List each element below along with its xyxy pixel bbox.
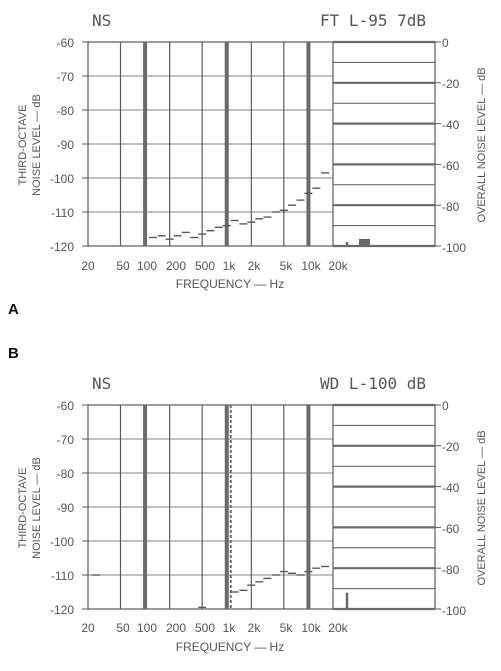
panel-b-xtick: 1k <box>223 621 237 635</box>
panel-a-ytick-left: -110 <box>51 206 74 220</box>
panel-b-xtick: 5k <box>280 621 294 635</box>
panel-a-ytick-right: -80 <box>442 200 460 214</box>
panel-a-ylabel-left-line1: THIRD-OCTAVE <box>17 105 29 186</box>
panel-b-xtick: 10k <box>301 621 321 635</box>
panel-a-ytick-left: -60 <box>57 36 75 50</box>
panel-a-xtick: 10k <box>301 259 321 273</box>
panel-a-plot-area <box>82 40 441 248</box>
panel-b-ylabel-left-line1: THIRD-OCTAVE <box>17 468 29 549</box>
panel-b-ytick-left: -80 <box>57 467 75 481</box>
panel-b-ytick-left: -110 <box>51 569 74 583</box>
panel-a-xtick: 20k <box>328 259 348 273</box>
panel-a-ylabel-right: OVERALL NOISE LEVEL — dB <box>476 67 488 222</box>
panel-a-ytick-right: -40 <box>442 118 460 132</box>
panel-b-xtick: 50 <box>116 621 130 635</box>
panel-a-ytick-left: -100 <box>50 172 74 186</box>
panel-b-ytick-right: 0 <box>442 399 449 413</box>
panel-a-ylabel-left-line2: NOISE LEVEL — dB <box>31 94 43 196</box>
panel-a-xtick: 50 <box>116 259 130 273</box>
panel-b-xtick: 20k <box>328 621 348 635</box>
panel-a-ytick-right: 0 <box>442 36 449 50</box>
panel-b-xtick: 100 <box>137 621 157 635</box>
panel-b-ytick-left: -90 <box>57 501 75 515</box>
panel-b-xtick: 20 <box>81 621 95 635</box>
panel-b-ytick-left: -60 <box>57 399 75 413</box>
panel-b-ytick-right: -100 <box>442 604 466 618</box>
panel-b-ytick-right: -20 <box>442 440 460 454</box>
panel-a-title-left: NS <box>92 11 111 30</box>
panel-b-xlabel: FREQUENCY — Hz <box>176 640 284 654</box>
panel-b-xtick: 500 <box>195 621 215 635</box>
panel-a-ytick-left: -80 <box>57 104 75 118</box>
panel-b-xtick: 2k <box>248 621 262 635</box>
panel-a-ytick-right: -60 <box>442 159 460 173</box>
chart-panel-b: NS WD L-100 dB THIRD-OCTAVE NOISE LEVEL … <box>8 345 488 654</box>
panel-a-ytick-left: -90 <box>57 138 75 152</box>
panel-a-letter: A <box>8 301 19 318</box>
panel-b-ytick-right: -80 <box>442 563 460 577</box>
panel-a-xtick: 1k <box>223 259 237 273</box>
panel-a-overall-block <box>359 239 370 246</box>
panel-a-xtick: 100 <box>137 259 157 273</box>
panel-a-ytick-right: -20 <box>442 77 460 91</box>
panel-a-title-right: FT L-95 7dB <box>320 11 426 30</box>
panel-b-xtick: 200 <box>166 621 186 635</box>
panel-a-xtick: 2k <box>248 259 262 273</box>
panel-b-ytick-left: -100 <box>50 535 74 549</box>
panel-b-ytick-left: -120 <box>50 603 74 617</box>
panel-b-title-right: WD L-100 dB <box>320 374 426 393</box>
panel-a-xtick: 20 <box>81 259 95 273</box>
panel-a-ytick-left: -70 <box>57 70 75 84</box>
panel-a-xtick: 500 <box>195 259 215 273</box>
panel-b-ytick-right: -40 <box>442 481 460 495</box>
panel-b-ytick-right: -60 <box>442 522 460 536</box>
panel-a-xlabel: FREQUENCY — Hz <box>176 277 284 291</box>
panel-b-title-left: NS <box>92 374 111 393</box>
panel-a-ytick-right: -100 <box>442 241 466 255</box>
panel-b-ytick-left: -70 <box>57 433 75 447</box>
panel-b-ylabel-left-line2: NOISE LEVEL — dB <box>31 457 43 559</box>
panel-a-xtick: 5k <box>280 259 294 273</box>
panel-a-ytick-left: -120 <box>50 240 74 254</box>
panel-b-ylabel-right: OVERALL NOISE LEVEL — dB <box>476 430 488 585</box>
panel-a-xtick: 200 <box>166 259 186 273</box>
panel-b-plot-area <box>82 403 441 611</box>
panel-b-letter: B <box>8 345 19 362</box>
chart-panel-a: NS FT L-95 7dB THIRD-OCTAVE NOISE LEVEL … <box>8 11 488 318</box>
